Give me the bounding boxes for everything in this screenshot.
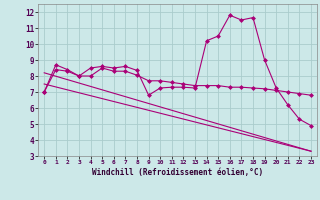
X-axis label: Windchill (Refroidissement éolien,°C): Windchill (Refroidissement éolien,°C) [92, 168, 263, 177]
